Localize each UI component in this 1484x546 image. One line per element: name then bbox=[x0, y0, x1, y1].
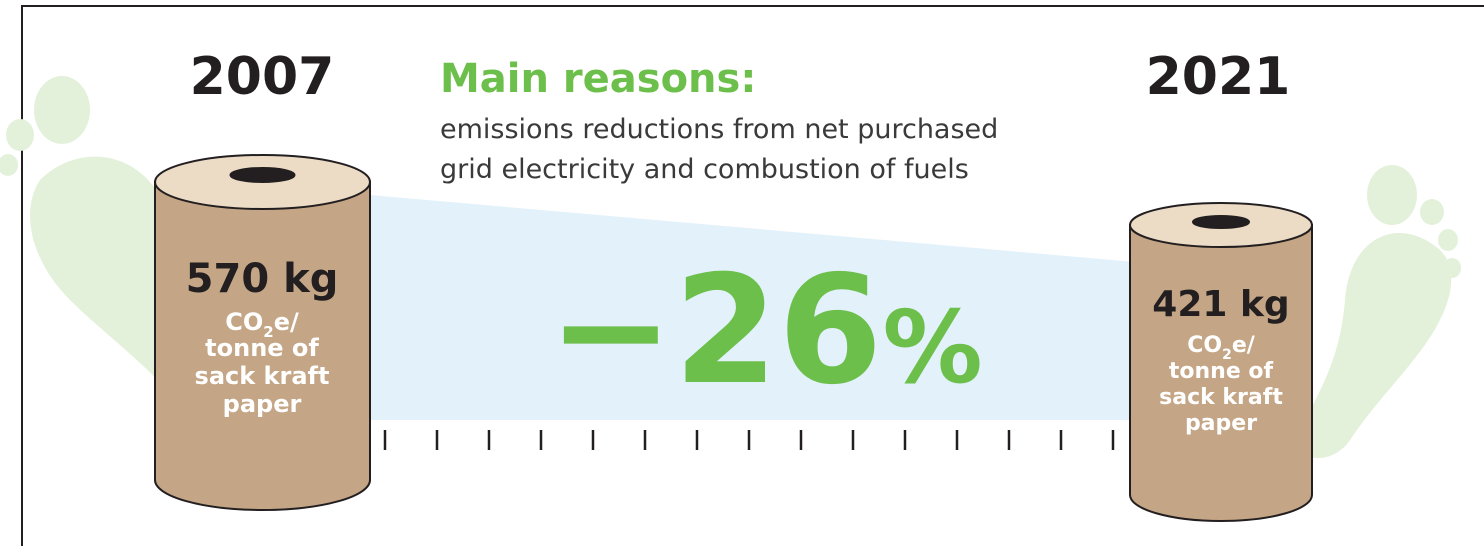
unit-line: sack kraft bbox=[1159, 385, 1283, 410]
timeline-ticks bbox=[385, 430, 1113, 450]
unit-line: tonne of bbox=[205, 334, 319, 362]
unit-line: paper bbox=[1185, 411, 1257, 436]
unit-suffix: e/ bbox=[274, 308, 299, 336]
unit-suffix: e/ bbox=[1232, 333, 1256, 358]
amount-left: 570 kg bbox=[186, 256, 339, 302]
unit-base: CO bbox=[225, 308, 263, 336]
amount-right: 421 kg bbox=[1152, 284, 1289, 325]
reasons-line: emissions reductions from net purchased bbox=[440, 114, 998, 145]
unit-line: sack kraft bbox=[195, 362, 330, 390]
change-number: −26 bbox=[548, 244, 882, 418]
year-right: 2021 bbox=[1146, 47, 1291, 107]
footprint-right bbox=[1297, 165, 1461, 458]
unit-line: tonne of bbox=[1169, 359, 1274, 384]
unit-line: paper bbox=[223, 390, 302, 418]
change-symbol: % bbox=[882, 289, 982, 406]
reasons-line: grid electricity and combustion of fuels bbox=[440, 154, 969, 185]
reasons-title: Main reasons: bbox=[440, 56, 756, 102]
year-left: 2007 bbox=[190, 47, 335, 107]
infographic: 2007 2021 Main reasons: emissions reduct… bbox=[0, 0, 1484, 546]
unit-base: CO bbox=[1187, 333, 1222, 358]
